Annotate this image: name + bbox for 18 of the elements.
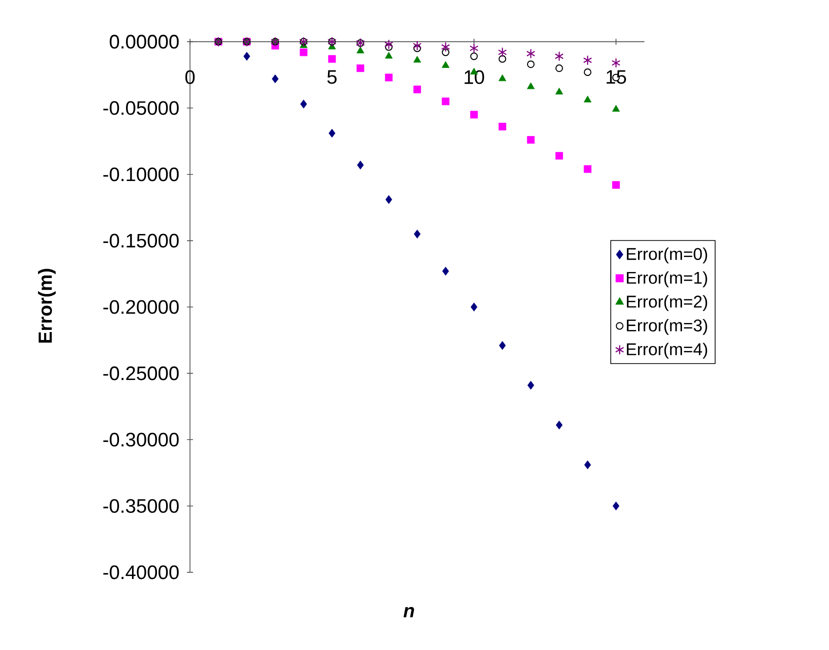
x-axis-title: n <box>404 606 414 618</box>
x-tick-label: 10 <box>464 70 484 84</box>
legend-label: Error(m=1) <box>626 271 708 288</box>
y-tick-label: -0.10000 <box>103 167 179 182</box>
y-tick-label: -0.20000 <box>103 300 179 314</box>
legend-label: Error(m=0) <box>626 248 708 264</box>
y-tick-label: 0.00000 <box>110 34 179 49</box>
x-tick-label: 5 <box>327 70 337 84</box>
y-tick-label: -0.30000 <box>103 432 179 447</box>
y-tick-label: -0.35000 <box>103 499 179 513</box>
y-tick-label: -0.25000 <box>103 366 179 380</box>
y-tick-label: -0.15000 <box>103 234 179 248</box>
y-tick-label: -0.40000 <box>103 565 179 580</box>
legend-label: Error(m=2) <box>626 295 708 312</box>
y-tick-label: -0.05000 <box>103 101 179 115</box>
legend-label: Error(m=4) <box>626 342 708 359</box>
legend-label: Error(m=3) <box>626 319 708 335</box>
y-axis-title: Error(m) <box>38 268 56 343</box>
